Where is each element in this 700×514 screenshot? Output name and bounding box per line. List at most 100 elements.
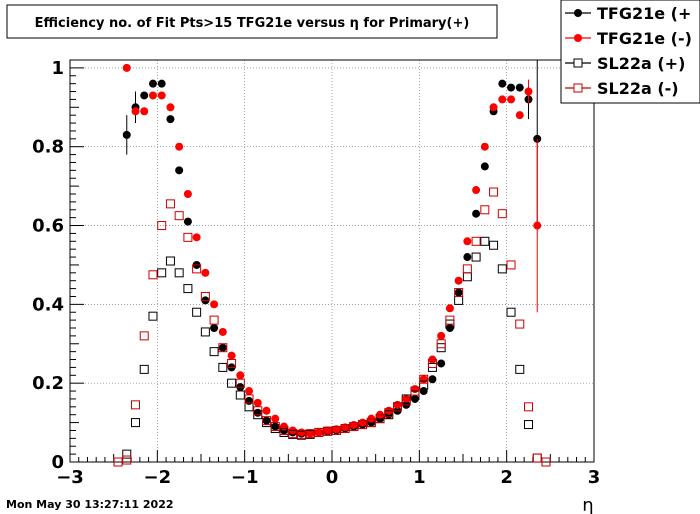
data-point xyxy=(175,166,184,175)
y-tick-label: 1 xyxy=(51,58,64,79)
data-point xyxy=(472,186,481,195)
x-tick-label: −2 xyxy=(144,467,172,488)
data-point xyxy=(131,418,140,428)
data-point xyxy=(489,103,498,112)
data-point xyxy=(410,386,420,396)
x-tick-label: 2 xyxy=(500,467,513,488)
data-point xyxy=(498,95,507,104)
y-tick-labels: 0 0.2 0.4 0.6 0.8 1 xyxy=(32,58,64,473)
data-point xyxy=(271,414,280,423)
data-point xyxy=(165,199,175,209)
data-point xyxy=(427,358,437,368)
data-point xyxy=(462,272,472,282)
data-point xyxy=(454,288,463,297)
data-point xyxy=(245,396,254,405)
data-point xyxy=(463,237,472,246)
data-point xyxy=(393,400,402,409)
data-point xyxy=(262,416,271,426)
data-point xyxy=(445,315,455,325)
data-point xyxy=(218,327,227,336)
data-point xyxy=(515,319,525,329)
data-point xyxy=(140,107,149,116)
x-tick-label: 3 xyxy=(588,467,601,488)
data-point xyxy=(139,364,149,374)
data-point xyxy=(192,233,201,242)
data-point xyxy=(463,253,472,262)
axis-ticks xyxy=(69,67,595,463)
data-point xyxy=(262,406,271,415)
data-point xyxy=(341,423,350,432)
data-point xyxy=(210,324,219,332)
series-layer xyxy=(113,60,551,467)
legend-label: TFG21e (+ xyxy=(597,4,691,23)
data-point xyxy=(148,311,158,321)
data-point xyxy=(332,425,341,434)
y-tick-label: 0.8 xyxy=(32,137,64,158)
data-point xyxy=(253,406,263,416)
legend-marker xyxy=(574,9,582,17)
data-point xyxy=(436,339,446,349)
data-point xyxy=(454,288,464,298)
data-point xyxy=(331,425,341,435)
data-point xyxy=(113,457,123,467)
data-point xyxy=(200,291,210,301)
data-point xyxy=(245,387,254,396)
data-point xyxy=(419,387,428,396)
data-point xyxy=(454,295,464,305)
data-point xyxy=(314,428,323,437)
data-point xyxy=(227,378,237,388)
y-tick-label: 0 xyxy=(51,452,64,473)
data-point xyxy=(419,375,428,384)
data-point xyxy=(506,260,516,270)
data-point xyxy=(236,371,245,380)
data-point xyxy=(235,390,245,400)
data-point xyxy=(183,217,192,226)
data-point xyxy=(296,429,306,439)
data-point xyxy=(480,236,490,246)
legend-box xyxy=(560,0,700,104)
series-0 xyxy=(122,60,542,438)
data-point xyxy=(497,209,507,219)
legend-marker xyxy=(574,34,582,42)
data-point xyxy=(174,268,184,278)
data-point xyxy=(358,420,368,430)
x-tick-label: 0 xyxy=(326,467,339,488)
data-point xyxy=(480,205,490,215)
data-point xyxy=(209,347,219,357)
legend-marker xyxy=(573,83,583,93)
data-point xyxy=(454,276,463,285)
data-point xyxy=(174,211,184,221)
data-point xyxy=(366,418,376,428)
data-point xyxy=(524,402,533,412)
data-point xyxy=(401,396,411,406)
data-point xyxy=(471,252,481,262)
data-point xyxy=(340,424,350,433)
data-point xyxy=(253,408,262,417)
data-point xyxy=(122,63,131,72)
data-point xyxy=(358,418,367,427)
legend-entry: TFG21e (-) xyxy=(565,29,692,48)
data-point xyxy=(210,300,219,309)
data-point xyxy=(183,284,193,294)
data-point xyxy=(271,422,280,431)
data-point xyxy=(314,427,324,437)
data-point xyxy=(157,79,166,88)
data-point xyxy=(227,358,237,368)
data-point xyxy=(209,315,219,325)
data-point xyxy=(515,364,525,374)
data-point xyxy=(437,359,446,368)
legend-entry: SL22a (-) xyxy=(565,79,679,98)
y-tick-label: 0.4 xyxy=(32,294,64,315)
data-point xyxy=(157,268,167,278)
data-point xyxy=(506,307,516,317)
data-point xyxy=(471,236,481,246)
data-point xyxy=(323,426,332,435)
x-tick-label: −3 xyxy=(56,467,84,488)
data-point xyxy=(148,91,157,100)
chart-title: Efficiency no. of Fit Pts>15 TFG21e vers… xyxy=(35,16,470,31)
data-point xyxy=(419,374,429,384)
data-point xyxy=(419,380,429,390)
legend-label: SL22a (+) xyxy=(597,54,685,73)
data-point xyxy=(183,190,192,198)
y-tick-label: 0.6 xyxy=(32,216,64,237)
